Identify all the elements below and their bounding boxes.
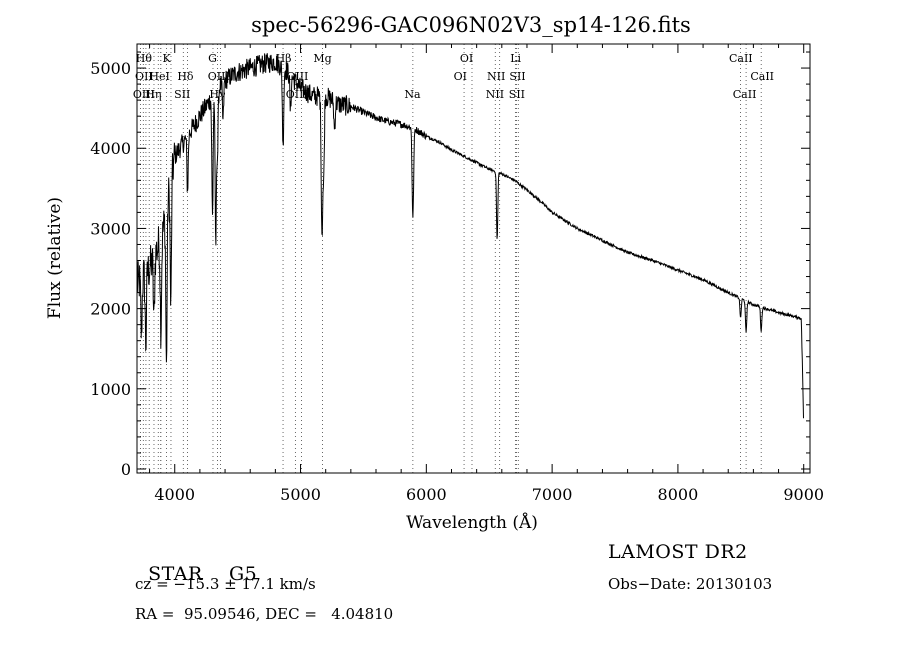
y-tick-label-0: 0 (121, 460, 131, 479)
line-label-5: OI (460, 52, 473, 65)
line-label-24: SII (509, 88, 525, 101)
y-tick-label-3: 3000 (90, 219, 131, 238)
x-axis: 4000 5000 6000 7000 8000 9000 (149, 44, 824, 504)
line-label-9: HeI (149, 70, 169, 83)
object-class-value: STAR (148, 563, 203, 585)
line-markers (139, 44, 762, 473)
line-label-1: K (162, 52, 171, 65)
x-tick-label-5: 9000 (783, 485, 824, 504)
y-axis-label: Flux (relative) (45, 197, 65, 319)
line-label-6: Li (510, 52, 521, 65)
line-label-10: Hδ (177, 70, 194, 83)
line-label-17: OIII (133, 88, 155, 101)
line-label-22: Na (404, 88, 421, 101)
y-tick-label-4: 4000 (90, 139, 131, 158)
plot-frame (136, 43, 811, 474)
subclass-value: G5 (228, 563, 258, 585)
line-label-4: Mg (313, 52, 331, 65)
line-label-3: Hβ (276, 52, 292, 65)
y-tick-label-5: 5000 (90, 59, 131, 78)
line-label-18: Hη (145, 88, 161, 101)
line-label-16: CaII (750, 70, 774, 83)
object-class: STAR G5 (135, 541, 257, 585)
x-axis-label: Wavelength (Å) (406, 512, 538, 533)
spectrum-line (136, 53, 804, 419)
coordinates: RA = 95.09546, DEC = 4.04810 (135, 605, 394, 623)
x-tick-label-3: 7000 (532, 485, 573, 504)
y-axis: 0 1000 2000 3000 4000 5000 (90, 51, 810, 479)
x-tick-label-1: 5000 (280, 485, 321, 504)
line-label-19: SII (174, 88, 190, 101)
line-label-8: OII (135, 70, 153, 83)
y-tick-label-1: 1000 (90, 380, 131, 399)
x-tick-label-4: 8000 (658, 485, 699, 504)
line-label-7: CaII (729, 52, 753, 65)
survey-name: LAMOST DR2 (608, 541, 748, 563)
y-tick-label-2: 2000 (90, 300, 131, 319)
chart-title: spec-56296-GAC096N02V3_sp14-126.fits (251, 13, 691, 37)
line-label-25: CaII (733, 88, 757, 101)
line-label-0: Hθ (136, 52, 153, 65)
line-label-23: NII (486, 88, 504, 101)
redshift-info: cz = −15.3 ± 17.1 km/s (135, 575, 316, 593)
x-tick-label-2: 6000 (406, 485, 447, 504)
line-label-13: OI (454, 70, 467, 83)
obs-date: Obs−Date: 20130103 (608, 575, 773, 593)
line-label-2: G (208, 52, 217, 65)
line-label-14: NII (487, 70, 505, 83)
x-tick-label-0: 4000 (154, 485, 195, 504)
line-label-15: SII (509, 70, 525, 83)
